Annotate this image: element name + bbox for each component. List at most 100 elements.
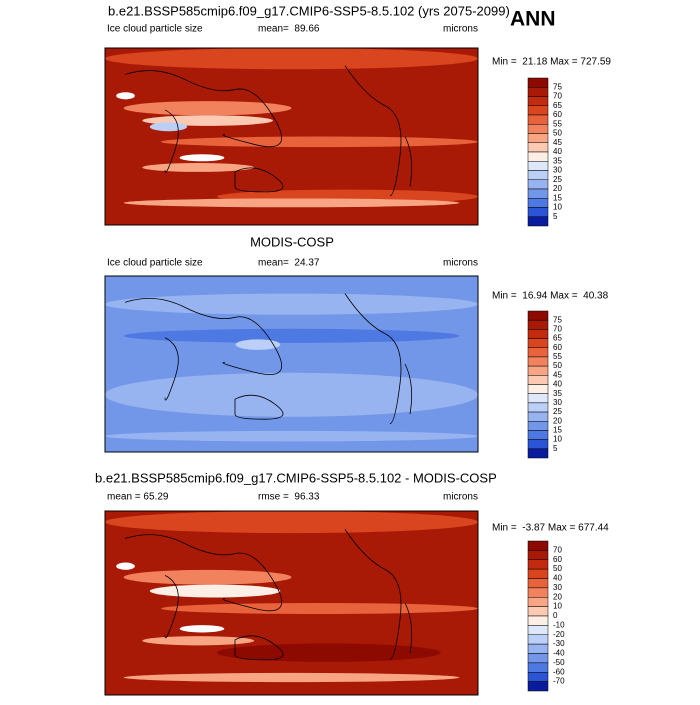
coastline [124, 293, 413, 424]
map-region [105, 372, 478, 417]
panel-units: microns [443, 24, 478, 35]
colorbar-label: 25 [553, 175, 562, 184]
colorbar-box [527, 96, 549, 106]
colorbar-box [527, 124, 549, 134]
colorbar-box [527, 411, 549, 422]
colorbar-box [527, 681, 549, 692]
map-frame [104, 47, 479, 226]
colorbar-label: -70 [553, 677, 565, 686]
colorbar-box [527, 310, 549, 321]
panel-stats: Min = -3.87 Max = 677.44 [492, 523, 609, 534]
colorbar-box [527, 662, 549, 673]
colorbar-label: 55 [553, 352, 562, 361]
colorbar-box [527, 319, 549, 330]
colorbar-box [527, 142, 549, 153]
colorbar-box [527, 439, 549, 450]
colorbar-box [527, 559, 549, 570]
colorbar-box [527, 402, 549, 413]
colorbar-box [527, 606, 549, 617]
panel-title: b.e21.BSSP585cmip6.f09_g17.CMIP6-SSP5-8.… [95, 470, 497, 485]
colorbar-box [527, 161, 549, 171]
colorbar-box [527, 393, 549, 404]
colorbar-box [527, 207, 549, 217]
colorbar-label: 40 [553, 147, 562, 156]
colorbar-box [527, 578, 549, 589]
colorbar-label: 45 [553, 370, 562, 379]
map-region [105, 430, 478, 442]
colorbar-label: -50 [553, 658, 565, 667]
colorbar-box [527, 540, 549, 551]
panel-left-label: Ice cloud particle size [107, 24, 203, 35]
map-region [123, 328, 460, 343]
panel-stats: Min = 16.94 Max = 40.38 [492, 291, 609, 302]
colorbar-label: 70 [553, 92, 562, 101]
map-frame [104, 510, 479, 696]
colorbar-box [527, 672, 549, 682]
map-region [123, 198, 460, 208]
map-region [160, 136, 478, 148]
colorbar-label: 25 [553, 407, 562, 416]
colorbar-box [527, 170, 549, 180]
colorbar-label: 15 [553, 426, 562, 435]
colorbar-box [527, 448, 549, 459]
colorbar-label: 55 [553, 119, 562, 128]
colorbar-label: 50 [553, 564, 562, 573]
map-field [105, 511, 478, 695]
map-region [142, 636, 255, 646]
colorbar-label: 5 [553, 212, 558, 221]
colorbar-box [527, 356, 549, 367]
colorbar-label: 30 [553, 583, 562, 592]
colorbar-label: 10 [553, 203, 562, 212]
panel-stats: Min = 21.18 Max = 727.59 [492, 57, 611, 68]
colorbar-box [527, 338, 549, 348]
panel-units: microns [443, 258, 478, 269]
map-region [116, 562, 135, 570]
map-region [179, 154, 225, 162]
colorbar-label: 10 [553, 435, 562, 444]
season-label: ANN [510, 8, 556, 31]
map-region [149, 584, 281, 598]
colorbar-label: 30 [553, 166, 562, 175]
map-region [105, 510, 478, 534]
map-region [149, 122, 188, 132]
map-region [105, 293, 478, 315]
colorbar-label: 40 [553, 574, 562, 583]
colorbar-box [527, 114, 549, 125]
colorbar-label: 35 [553, 389, 562, 398]
colorbar-label: -60 [553, 667, 565, 676]
colorbar-box [527, 347, 549, 358]
colorbar-label: 10 [553, 602, 562, 611]
colorbar-label: 70 [553, 545, 562, 554]
colorbar-box [527, 550, 549, 560]
colorbar-box [527, 643, 549, 654]
colorbar-label: 75 [553, 82, 562, 91]
colorbar-box [527, 188, 549, 199]
colorbar-box [527, 421, 549, 431]
panel-title: b.e21.BSSP585cmip6.f09_g17.CMIP6-SSP5-8.… [108, 3, 510, 18]
panel-center-label: mean= 89.66 [258, 24, 320, 35]
colorbar-box [527, 587, 549, 598]
map-region [142, 163, 255, 172]
colorbar-box [527, 216, 549, 227]
colorbar-label: 20 [553, 184, 562, 193]
map-region [123, 672, 460, 683]
map-region [235, 339, 281, 350]
colorbar-box [527, 568, 549, 579]
colorbar-box [527, 384, 549, 394]
colorbar-box [527, 597, 549, 607]
colorbar-label: 5 [553, 444, 558, 453]
map-region [105, 48, 478, 70]
colorbar-label: -30 [553, 639, 565, 648]
colorbar-box [527, 634, 549, 645]
colorbar-label: 50 [553, 361, 562, 370]
coastline [124, 65, 413, 197]
map-region [123, 101, 292, 116]
colorbar-box [527, 375, 549, 385]
colorbar-box [527, 329, 549, 339]
colorbar-label: -20 [553, 630, 565, 639]
map-region [179, 625, 225, 633]
colorbar-label: 60 [553, 110, 562, 119]
colorbar-label: 75 [553, 315, 562, 324]
map-region [116, 92, 135, 100]
